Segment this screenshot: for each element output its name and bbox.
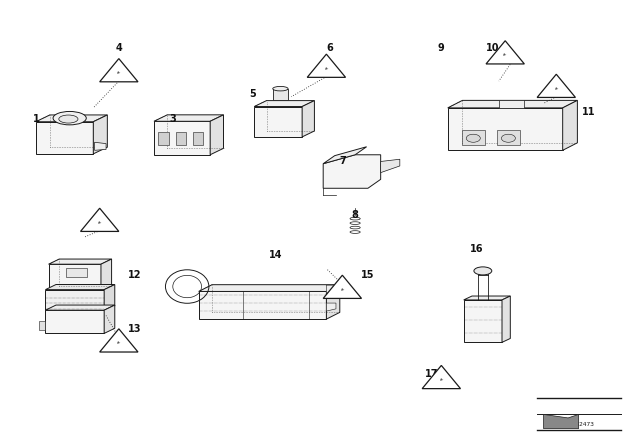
Polygon shape bbox=[448, 108, 563, 151]
Text: fτ: fτ bbox=[324, 67, 328, 71]
Polygon shape bbox=[159, 132, 169, 145]
Text: fτ: fτ bbox=[116, 341, 121, 345]
Polygon shape bbox=[101, 259, 111, 291]
Polygon shape bbox=[93, 115, 108, 154]
Polygon shape bbox=[45, 310, 104, 333]
Text: 6: 6 bbox=[326, 43, 333, 52]
Polygon shape bbox=[210, 115, 223, 155]
Polygon shape bbox=[100, 329, 138, 352]
Polygon shape bbox=[36, 122, 93, 154]
Polygon shape bbox=[154, 115, 223, 121]
Ellipse shape bbox=[59, 115, 78, 123]
Text: 13: 13 bbox=[128, 324, 141, 334]
Polygon shape bbox=[45, 284, 115, 290]
Text: fτ: fτ bbox=[340, 288, 344, 292]
Polygon shape bbox=[464, 300, 502, 342]
Text: 7: 7 bbox=[339, 156, 346, 167]
Text: 2: 2 bbox=[96, 221, 103, 231]
Ellipse shape bbox=[501, 134, 515, 142]
Polygon shape bbox=[462, 130, 484, 145]
Text: 17: 17 bbox=[425, 369, 438, 379]
Ellipse shape bbox=[474, 267, 492, 275]
Polygon shape bbox=[302, 101, 314, 137]
Polygon shape bbox=[49, 259, 111, 264]
Text: 12: 12 bbox=[128, 270, 141, 280]
Text: 8: 8 bbox=[352, 210, 358, 220]
Polygon shape bbox=[36, 115, 108, 122]
Polygon shape bbox=[198, 284, 340, 292]
Polygon shape bbox=[49, 264, 101, 291]
Polygon shape bbox=[323, 147, 367, 164]
Polygon shape bbox=[45, 290, 104, 311]
Text: 11: 11 bbox=[582, 108, 595, 117]
Polygon shape bbox=[326, 284, 340, 319]
Polygon shape bbox=[104, 284, 115, 311]
Polygon shape bbox=[273, 89, 288, 100]
Text: 14: 14 bbox=[269, 250, 282, 260]
Polygon shape bbox=[381, 159, 400, 172]
Polygon shape bbox=[464, 296, 510, 300]
Polygon shape bbox=[323, 275, 362, 298]
Polygon shape bbox=[422, 366, 461, 388]
Text: fτ: fτ bbox=[98, 221, 102, 225]
Polygon shape bbox=[486, 41, 524, 64]
Ellipse shape bbox=[273, 86, 288, 91]
Polygon shape bbox=[175, 132, 186, 145]
Polygon shape bbox=[81, 208, 119, 232]
Polygon shape bbox=[45, 305, 115, 310]
Polygon shape bbox=[254, 101, 314, 107]
Polygon shape bbox=[100, 59, 138, 82]
Text: fτ: fτ bbox=[554, 87, 558, 91]
Polygon shape bbox=[543, 414, 579, 429]
Text: 00182473: 00182473 bbox=[564, 422, 595, 427]
Text: fτ: fτ bbox=[439, 378, 444, 382]
Polygon shape bbox=[326, 285, 336, 293]
Polygon shape bbox=[104, 305, 115, 333]
Polygon shape bbox=[307, 54, 346, 78]
Text: 10: 10 bbox=[486, 43, 499, 52]
Text: 4: 4 bbox=[115, 43, 122, 52]
Ellipse shape bbox=[53, 112, 86, 125]
Text: 16: 16 bbox=[470, 244, 483, 254]
Polygon shape bbox=[563, 100, 577, 151]
Text: 15: 15 bbox=[361, 270, 374, 280]
Polygon shape bbox=[537, 74, 575, 98]
Ellipse shape bbox=[467, 134, 480, 142]
Text: 1: 1 bbox=[33, 114, 39, 124]
Text: 3: 3 bbox=[170, 114, 177, 124]
Polygon shape bbox=[499, 100, 524, 108]
Text: 5: 5 bbox=[250, 90, 257, 99]
Polygon shape bbox=[39, 321, 45, 330]
Text: 9: 9 bbox=[438, 43, 445, 52]
Polygon shape bbox=[502, 296, 510, 342]
Polygon shape bbox=[448, 100, 577, 108]
Polygon shape bbox=[198, 292, 326, 319]
Polygon shape bbox=[154, 121, 210, 155]
Polygon shape bbox=[254, 107, 302, 137]
Polygon shape bbox=[323, 155, 381, 188]
Polygon shape bbox=[326, 303, 336, 311]
Polygon shape bbox=[95, 142, 106, 151]
Polygon shape bbox=[193, 132, 203, 145]
Text: fτ: fτ bbox=[503, 53, 508, 57]
Text: fτ: fτ bbox=[116, 71, 121, 75]
Polygon shape bbox=[497, 130, 520, 145]
Polygon shape bbox=[66, 268, 87, 277]
